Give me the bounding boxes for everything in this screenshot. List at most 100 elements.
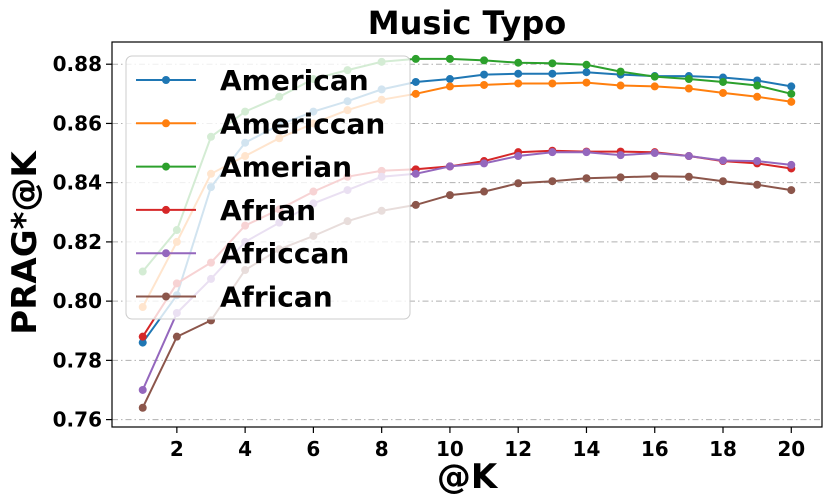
data-point-american	[582, 68, 591, 77]
data-point-americcan	[684, 84, 693, 93]
legend-label: African	[220, 281, 333, 314]
data-point-african	[684, 172, 693, 181]
legend-label: Amerian	[220, 151, 352, 184]
data-point-africcan	[684, 152, 693, 161]
data-point-amerian	[616, 67, 625, 76]
data-point-amerian	[445, 54, 454, 63]
data-point-african	[411, 200, 420, 209]
data-point-american	[514, 69, 523, 78]
data-point-african	[514, 179, 523, 188]
data-point-americcan	[787, 97, 796, 106]
x-tick-label: 4	[238, 437, 252, 461]
data-point-americcan	[445, 82, 454, 91]
data-point-amerian	[753, 81, 762, 90]
y-tick-label: 0.80	[53, 289, 102, 313]
legend-entry-american: American	[136, 64, 369, 97]
data-point-african	[548, 177, 557, 186]
data-point-amerian	[582, 60, 591, 69]
x-tick-label: 8	[375, 437, 389, 461]
data-point-amerian	[480, 56, 489, 65]
data-point-africcan	[514, 152, 523, 161]
x-ticks: 2 4 6 8 10 12 14 16 18 20	[170, 427, 805, 461]
data-point-africcan	[480, 159, 489, 168]
data-point-american	[138, 338, 147, 347]
data-point-americcan	[582, 78, 591, 87]
data-point-african	[787, 186, 796, 195]
data-point-americcan	[514, 79, 523, 88]
x-tick-label: 14	[573, 437, 601, 461]
x-tick-label: 2	[170, 437, 184, 461]
data-point-americcan	[616, 81, 625, 90]
legend-entry-amerian: Amerian	[136, 151, 352, 184]
data-point-american	[480, 70, 489, 79]
data-point-afrian	[138, 332, 147, 341]
data-point-amerian	[514, 58, 523, 67]
legend-entry-afrian: Afrian	[136, 194, 316, 227]
legend-label: Afrian	[220, 194, 316, 227]
legend-entry-african: African	[136, 281, 333, 314]
data-point-africcan	[787, 160, 796, 169]
legend-marker	[162, 205, 170, 214]
data-point-african	[719, 177, 728, 186]
data-point-americcan	[650, 82, 659, 91]
chart-title: Music Typo	[368, 4, 567, 42]
data-point-amerian	[411, 54, 420, 63]
legend-marker	[162, 119, 170, 128]
plot-frame	[111, 41, 823, 428]
legend-label: Americcan	[220, 107, 385, 140]
x-tick-label: 18	[709, 437, 737, 461]
data-point-amerian	[719, 77, 728, 86]
data-point-americcan	[719, 88, 728, 97]
data-point-american	[445, 75, 454, 84]
x-tick-label: 6	[306, 437, 320, 461]
data-point-americcan	[480, 80, 489, 89]
y-axis-label: PRAG*@K	[5, 150, 45, 335]
legend-box	[125, 55, 411, 320]
legend-label: Africcan	[220, 237, 349, 270]
legend-entry-americcan: Americcan	[136, 107, 385, 140]
data-point-american	[411, 77, 420, 86]
data-point-africcan	[753, 157, 762, 166]
x-tick-label: 16	[641, 437, 669, 461]
legend-marker	[162, 76, 170, 84]
legend: American Americcan Amerian Afrian Africcan Af…	[125, 55, 411, 320]
data-point-african	[582, 174, 591, 183]
y-ticks: 0.76 0.78 0.80 0.82 0.84 0.86 0.88	[53, 52, 112, 432]
y-tick-label: 0.88	[53, 52, 102, 76]
legend-marker	[162, 249, 170, 258]
data-point-africcan	[650, 149, 659, 158]
y-tick-label: 0.78	[53, 348, 102, 372]
data-point-amerian	[684, 75, 693, 84]
y-tick-label: 0.82	[53, 230, 102, 254]
legend-marker	[162, 292, 170, 301]
data-point-african	[172, 332, 181, 341]
data-point-africcan	[582, 148, 591, 157]
x-axis-label: @K	[437, 457, 499, 497]
data-point-amerian	[548, 59, 557, 68]
data-point-africcan	[411, 169, 420, 178]
legend-entry-africcan: Africcan	[136, 237, 349, 270]
y-tick-label: 0.86	[53, 111, 102, 135]
data-point-americcan	[548, 79, 557, 88]
y-tick-label: 0.84	[53, 171, 102, 195]
data-point-african	[650, 172, 659, 181]
x-tick-label: 12	[504, 437, 532, 461]
data-point-amerian	[787, 89, 796, 98]
data-point-africcan	[548, 148, 557, 157]
data-point-american	[548, 69, 557, 78]
data-point-americcan	[753, 92, 762, 101]
x-tick-label: 10	[436, 437, 464, 461]
data-point-amerian	[650, 72, 659, 81]
data-point-american	[787, 82, 796, 91]
data-point-african	[138, 403, 147, 412]
legend-marker	[162, 162, 170, 171]
data-point-african	[616, 173, 625, 182]
data-point-africcan	[445, 162, 454, 171]
data-point-africcan	[719, 156, 728, 165]
y-tick-label: 0.76	[53, 408, 102, 432]
legend-label: American	[220, 64, 369, 97]
data-point-african	[753, 180, 762, 189]
data-point-africcan	[616, 151, 625, 160]
data-point-african	[445, 191, 454, 200]
